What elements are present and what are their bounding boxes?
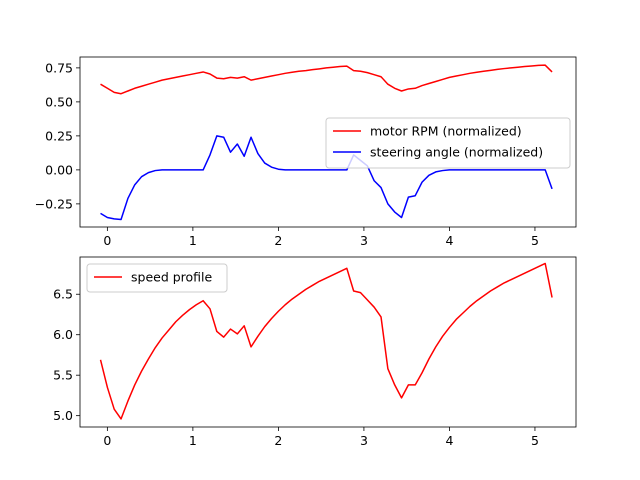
y-tick-label: 6.0	[53, 327, 73, 342]
y-tick-label: 0.25	[45, 128, 73, 143]
x-tick-label: 4	[445, 233, 453, 248]
y-tick-label: 5.0	[53, 408, 73, 423]
x-tick-label: 0	[103, 433, 111, 448]
legend-box	[325, 117, 571, 169]
axes-frame	[79, 256, 577, 428]
series-line-motor-rpm-normalized	[100, 64, 553, 95]
legend-box	[86, 263, 228, 293]
y-tick-label: 0.00	[45, 162, 73, 177]
x-tick-label: 0	[103, 233, 111, 248]
x-tick-label: 2	[274, 433, 282, 448]
x-tick-label: 2	[274, 233, 282, 248]
legend-label: speed profile	[131, 270, 213, 285]
series-line-speed-profile	[99, 262, 553, 420]
y-tick-label: 5.5	[53, 368, 73, 383]
y-tick-label: 0.50	[45, 94, 73, 109]
x-tick-label: 3	[360, 233, 368, 248]
y-tick-label: 6.5	[53, 287, 73, 302]
x-tick-label: 4	[445, 433, 453, 448]
x-tick-label: 1	[189, 433, 197, 448]
y-tick-label: 0.75	[45, 60, 73, 75]
x-tick-label: 1	[189, 233, 197, 248]
legend-label: motor RPM (normalized)	[370, 124, 522, 139]
axes-frame	[79, 56, 577, 228]
top-subplot: 0 1 2 3 4 5 −0.25 0.00 0.25 0.50 0.75 motor RPM (no…	[35, 56, 577, 248]
legend-label: steering angle (normalized)	[370, 145, 543, 160]
x-tick-label: 5	[531, 433, 539, 448]
series-line-steering-angle-normalized	[100, 135, 553, 221]
x-tick-label: 3	[360, 433, 368, 448]
legend: speed profile	[86, 263, 228, 293]
y-tick-label: −0.25	[35, 196, 73, 211]
x-tick-label: 5	[531, 233, 539, 248]
bottom-subplot: 0 1 2 3 4 5 5.0 5.5 6.0 6.5 speed profile	[53, 256, 577, 448]
legend: motor RPM (normalized) steering angle (no…	[325, 117, 571, 169]
